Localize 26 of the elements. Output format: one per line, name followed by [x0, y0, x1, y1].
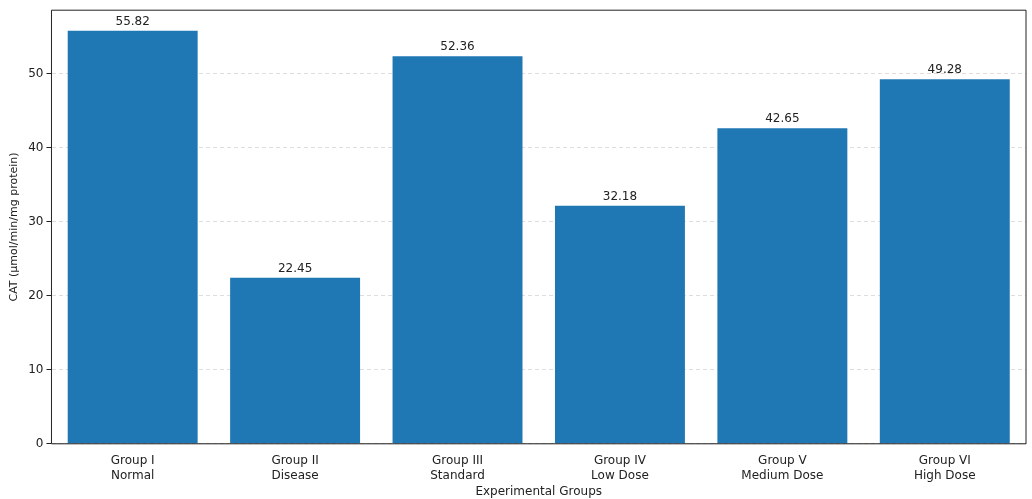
bar	[879, 79, 1010, 444]
data-label: 55.82	[115, 13, 150, 28]
y-tick-label: 40	[28, 139, 44, 154]
bar	[67, 30, 198, 444]
data-label: 22.45	[277, 260, 313, 275]
bar	[230, 277, 361, 444]
x-tick-label: Group I Normal	[110, 453, 155, 482]
x-tick-label: Group IV Low Dose	[591, 453, 649, 482]
x-tick-label: Group V Medium Dose	[741, 453, 824, 482]
x-tick-label: Group III Standard	[430, 453, 485, 482]
bar	[717, 128, 848, 444]
bar	[554, 205, 685, 444]
y-tick-label: 0	[35, 435, 44, 450]
y-tick-label: 20	[28, 287, 44, 302]
data-label: 32.18	[602, 188, 638, 203]
data-label: 42.65	[765, 111, 800, 126]
x-axis-title: Experimental Groups	[475, 483, 603, 498]
data-label: 52.36	[440, 39, 475, 54]
bar	[392, 56, 523, 444]
x-tick-label: Group VI High Dose	[913, 453, 976, 482]
y-axis-title: CAT (µmol/min/mg protein)	[7, 152, 21, 302]
y-tick-label: 10	[28, 361, 44, 376]
y-tick-label: 30	[28, 213, 44, 228]
x-tick-label: Group II Disease	[271, 453, 319, 482]
y-tick-label: 50	[28, 65, 44, 80]
data-label: 49.28	[927, 62, 962, 77]
